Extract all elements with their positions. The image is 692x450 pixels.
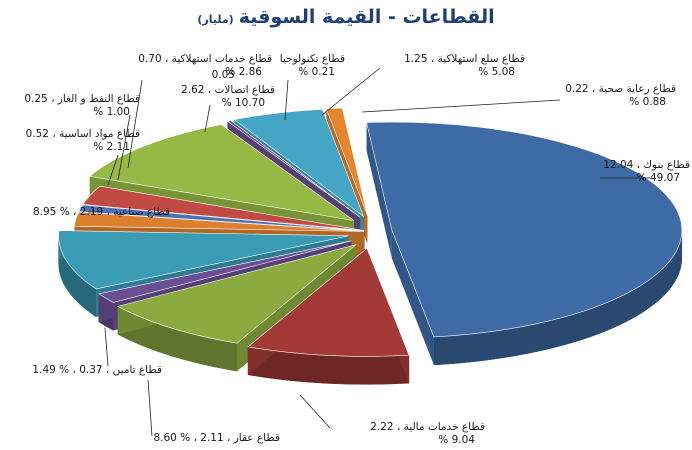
pie-slice-2 <box>117 244 357 344</box>
slice-label-pct-12: % 0.88 <box>629 96 666 108</box>
slice-label-2: قطاع عقار ، 2.11 ، % 8.60 <box>147 379 280 444</box>
slice-label-name-value-3: قطاع تامين ، 0.37 ، % 1.49 <box>32 364 162 376</box>
leader-line-12 <box>361 99 561 113</box>
slice-label-name-value-10: قطاع تكنولوجيا <box>280 53 345 65</box>
slice-label-10: قطاع تكنولوجيا% 0.21 <box>280 53 345 121</box>
slice-label-6: قطاع النفط و الغاز ، 0.25% 1.00 <box>24 93 140 181</box>
slice-label-name-value-12: قطاع رعاية صحية ، 0.22 <box>565 83 676 95</box>
pie-tops <box>58 107 683 357</box>
slice-label-pct-0: % 49.07 <box>637 172 680 184</box>
chart-subtitle: (مليار) <box>197 13 234 26</box>
slice-label-name-value-0: قطاع بنوك ، 12.04 <box>603 159 690 171</box>
slice-label-8: قطاع اتصالات ، 2.62% 10.70 <box>181 84 275 133</box>
slice-label-name-value-11: قطاع سلع استهلاكية ، 1.25 <box>404 53 525 65</box>
slice-label-1: قطاع خدمات مالية ، 2.22% 9.04 <box>299 394 485 446</box>
slice-label-name-value-2: قطاع عقار ، 2.11 ، % 8.60 <box>153 432 280 444</box>
slice-label-pct-7: % 2.86 <box>225 66 262 78</box>
pie-slice-7 <box>82 185 365 231</box>
slice-label-value-9: 0.05 <box>212 69 235 81</box>
leader-line-10 <box>284 79 289 121</box>
pie-slice-8 <box>88 124 355 221</box>
slice-label-name-value-4: قطاع صناعية ، 2.19 ، % 8.95 <box>33 206 170 218</box>
leader-line-6 <box>117 114 131 181</box>
leader-line-5 <box>107 154 119 186</box>
slice-label-pct-6: % 1.00 <box>93 106 130 118</box>
leader-line-1 <box>299 394 331 429</box>
slice-label-5: قطاع مواد اساسية ، 0.52% 2.11 <box>26 128 140 186</box>
slice-label-0: قطاع بنوك ، 12.04% 49.07 <box>600 159 690 184</box>
leader-line-2 <box>147 379 153 437</box>
pie-slice-wall-0-0 <box>366 122 392 259</box>
pie-slice-5 <box>74 211 365 232</box>
slice-label-4: قطاع صناعية ، 2.19 ، % 8.95 <box>33 206 170 218</box>
slice-label-name-value-7: قطاع خدمات استهلاكية ، 0.70 <box>138 53 272 65</box>
slice-label-pct-1: % 9.04 <box>438 434 475 446</box>
slice-label-pct-10: % 0.21 <box>298 66 335 78</box>
leader-line-3 <box>104 327 109 367</box>
pie-slice-12 <box>325 107 368 216</box>
slice-label-name-value-1: قطاع خدمات مالية ، 2.22 <box>370 421 485 433</box>
slice-label-12: قطاع رعاية صحية ، 0.22% 0.88 <box>361 83 676 113</box>
pie-slice-3 <box>98 240 352 303</box>
pie-slice-wall-0-1 <box>391 230 434 365</box>
leader-line-8 <box>204 104 211 133</box>
pie-slice-9 <box>226 120 361 218</box>
slice-label-3: قطاع تامين ، 0.37 ، % 1.49 <box>32 327 162 376</box>
pie-slice-1 <box>247 247 410 357</box>
leader-line-11 <box>321 67 381 116</box>
pie-slice-6 <box>78 204 365 232</box>
chart-title: القطاعات - القيمة السوقية <box>238 6 495 28</box>
pie-slice-0 <box>366 121 683 338</box>
chart-title-block: القطاعات - القيمة السوقية (مليار) <box>0 6 692 28</box>
slice-label-name-value-8: قطاع اتصالات ، 2.62 <box>181 84 275 96</box>
pie-slice-11 <box>233 109 365 218</box>
leader-line-7 <box>127 79 143 169</box>
pie-slice-4 <box>58 230 349 290</box>
slice-label-pct-8: % 10.70 <box>222 97 265 109</box>
slice-label-pct-5: % 2.11 <box>93 141 130 153</box>
slice-label-11: قطاع سلع استهلاكية ، 1.25% 5.08 <box>321 53 525 116</box>
slice-label-7: قطاع خدمات استهلاكية ، 0.70% 2.86 <box>127 53 272 169</box>
slice-label-name-value-5: قطاع مواد اساسية ، 0.52 <box>26 128 140 140</box>
slice-label-name-value-6: قطاع النفط و الغاز ، 0.25 <box>24 93 140 105</box>
slice-label-pct-11: % 5.08 <box>478 66 515 78</box>
